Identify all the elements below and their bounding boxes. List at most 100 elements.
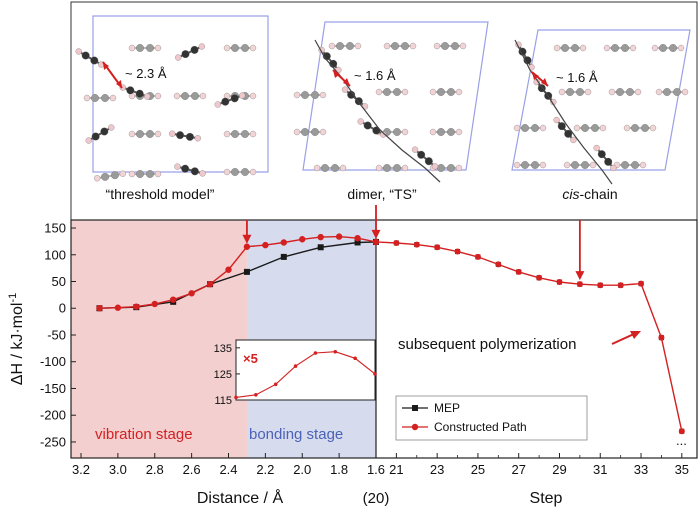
molecule-atom-7-1 xyxy=(91,94,99,102)
molecule-atom-7-3 xyxy=(109,94,117,102)
molecule-atom-43-2 xyxy=(591,124,599,132)
constructed-step-point-14 xyxy=(658,334,665,341)
molecule-atom-32-3 xyxy=(455,164,463,172)
molecule-atom-30-3 xyxy=(339,164,347,172)
ellipsis-label: ... xyxy=(676,433,687,448)
step-tick-label-2: 25 xyxy=(471,462,485,477)
y-tick-label-0: 150 xyxy=(44,221,66,236)
mep-point-4 xyxy=(243,268,250,275)
plot-frame xyxy=(70,219,698,459)
molecule-atom-5-0 xyxy=(173,92,181,100)
molecule-atom-22-1 xyxy=(383,88,391,96)
molecule-atom-43-3 xyxy=(599,124,607,132)
unit-cell-2 xyxy=(302,21,489,171)
caption-cis-italic: cis xyxy=(562,186,579,202)
molecule-atom-18-2 xyxy=(346,42,354,50)
molecule-atom-9-3 xyxy=(239,92,246,99)
molecule-atom-45-0 xyxy=(553,116,560,124)
molecule-atom-2-3 xyxy=(198,43,205,50)
molecule-atom-33-0 xyxy=(411,146,419,153)
molecule-atom-11-2 xyxy=(146,130,154,138)
molecule-atom-20-3 xyxy=(459,42,467,50)
molecule-atom-12-3 xyxy=(194,135,201,142)
molecule-atom-39-3 xyxy=(634,88,642,96)
x-axis-title-step: Step xyxy=(530,490,563,507)
arrowhead-3a xyxy=(532,72,539,80)
molecule-atom-34-0 xyxy=(553,44,561,52)
molecule-atom-13-1 xyxy=(231,130,239,138)
constructed-step-point-10 xyxy=(576,281,583,288)
y-axis-title-sup: -1 xyxy=(7,293,19,303)
step-tick-label-3: 27 xyxy=(511,462,525,477)
molecule-atom-47-0 xyxy=(563,161,571,169)
y-axis-title: ΔH / kJ·mol-1 xyxy=(7,293,26,385)
molecule-atom-34-3 xyxy=(579,44,587,52)
molecule-atom-29-0 xyxy=(357,118,364,125)
constructed-step-point-6 xyxy=(495,261,502,268)
molecule-atom-10-1 xyxy=(91,132,100,141)
legend-constructed-marker xyxy=(411,423,419,431)
molecule-atom-14-2 xyxy=(146,170,154,178)
mep-point-7 xyxy=(354,239,361,246)
molecule-atom-40-0 xyxy=(655,88,663,96)
molecule-atom-15-3 xyxy=(199,170,206,177)
distance-tick-label-6: 2.0 xyxy=(293,462,311,477)
molecule-atom-39-2 xyxy=(626,88,634,96)
caption-chain-rest: -chain xyxy=(579,186,617,202)
constructed-step-point-9 xyxy=(556,279,563,286)
molecule-atom-22-0 xyxy=(375,88,383,96)
mep-point-5 xyxy=(280,253,287,260)
molecule-atom-24-1 xyxy=(301,91,309,99)
molecule-atom-26-3 xyxy=(401,128,409,136)
molecule-atom-17-3 xyxy=(119,170,126,177)
distance-tick-label-4: 2.4 xyxy=(219,462,237,477)
molecule-atom-47-3 xyxy=(589,161,597,169)
legend: MEP Constructed Path xyxy=(395,395,588,441)
molecule-atom-35-1 xyxy=(611,44,619,52)
molecule-atom-9-0 xyxy=(214,101,221,108)
step-tick-label-0: 21 xyxy=(389,462,403,477)
y-tick-label-1: 100 xyxy=(44,247,66,262)
constructed-step-point-15 xyxy=(678,428,685,435)
legend-mep-marker xyxy=(412,405,418,411)
step-tick-label-7: 35 xyxy=(675,462,689,477)
molecule-atom-10-2 xyxy=(100,127,109,136)
arrowhead-3b xyxy=(541,78,548,86)
molecule-atom-30-0 xyxy=(313,164,321,172)
molecule-atom-39-0 xyxy=(608,88,616,96)
distance-tick-label-2: 2.8 xyxy=(146,462,164,477)
molecule-atom-19-1 xyxy=(391,42,399,50)
molecule-atom-13-3 xyxy=(249,130,257,138)
legend-box xyxy=(395,395,588,441)
constructed-point-12 xyxy=(317,233,324,241)
inset-y-tick-label-2: 115 xyxy=(214,395,232,407)
molecule-atom-27-3 xyxy=(455,128,463,136)
vibration-stage-label: vibration stage xyxy=(95,426,193,443)
molecule-atom-33-3 xyxy=(431,163,439,170)
molecule-atom-33-1 xyxy=(417,150,426,159)
constructed-step-point-12 xyxy=(617,282,624,289)
caption-threshold-model: “threshold model” xyxy=(106,186,215,202)
molecule-atom-24-3 xyxy=(319,91,327,99)
structures-frame xyxy=(70,1,698,221)
constructed-step-point-13 xyxy=(638,280,645,287)
mep-point-6 xyxy=(317,244,324,251)
arrowhead-1a xyxy=(103,62,109,70)
molecule-atom-8-3 xyxy=(144,93,151,100)
molecule-atom-0-0 xyxy=(128,44,136,52)
molecule-atom-13-0 xyxy=(223,130,231,138)
molecule-atom-36-3 xyxy=(677,44,685,52)
molecule-atom-38-3 xyxy=(584,88,592,96)
pointer-arrowhead-cis-chain xyxy=(575,271,585,281)
unit-cell-1 xyxy=(92,15,269,173)
molecule-atom-31-2 xyxy=(393,164,401,172)
molecule-atom-23-1 xyxy=(437,88,445,96)
molecule-atom-6-3 xyxy=(249,92,257,100)
y-tick-label-6: -150 xyxy=(40,381,66,396)
molecule-atom-22-2 xyxy=(393,88,401,96)
molecule-atom-12-1 xyxy=(176,131,185,140)
distance-tick-label-8: 1.6 xyxy=(367,462,385,477)
step-tick-label-5: 31 xyxy=(593,462,607,477)
pointer-arrows xyxy=(242,205,585,281)
